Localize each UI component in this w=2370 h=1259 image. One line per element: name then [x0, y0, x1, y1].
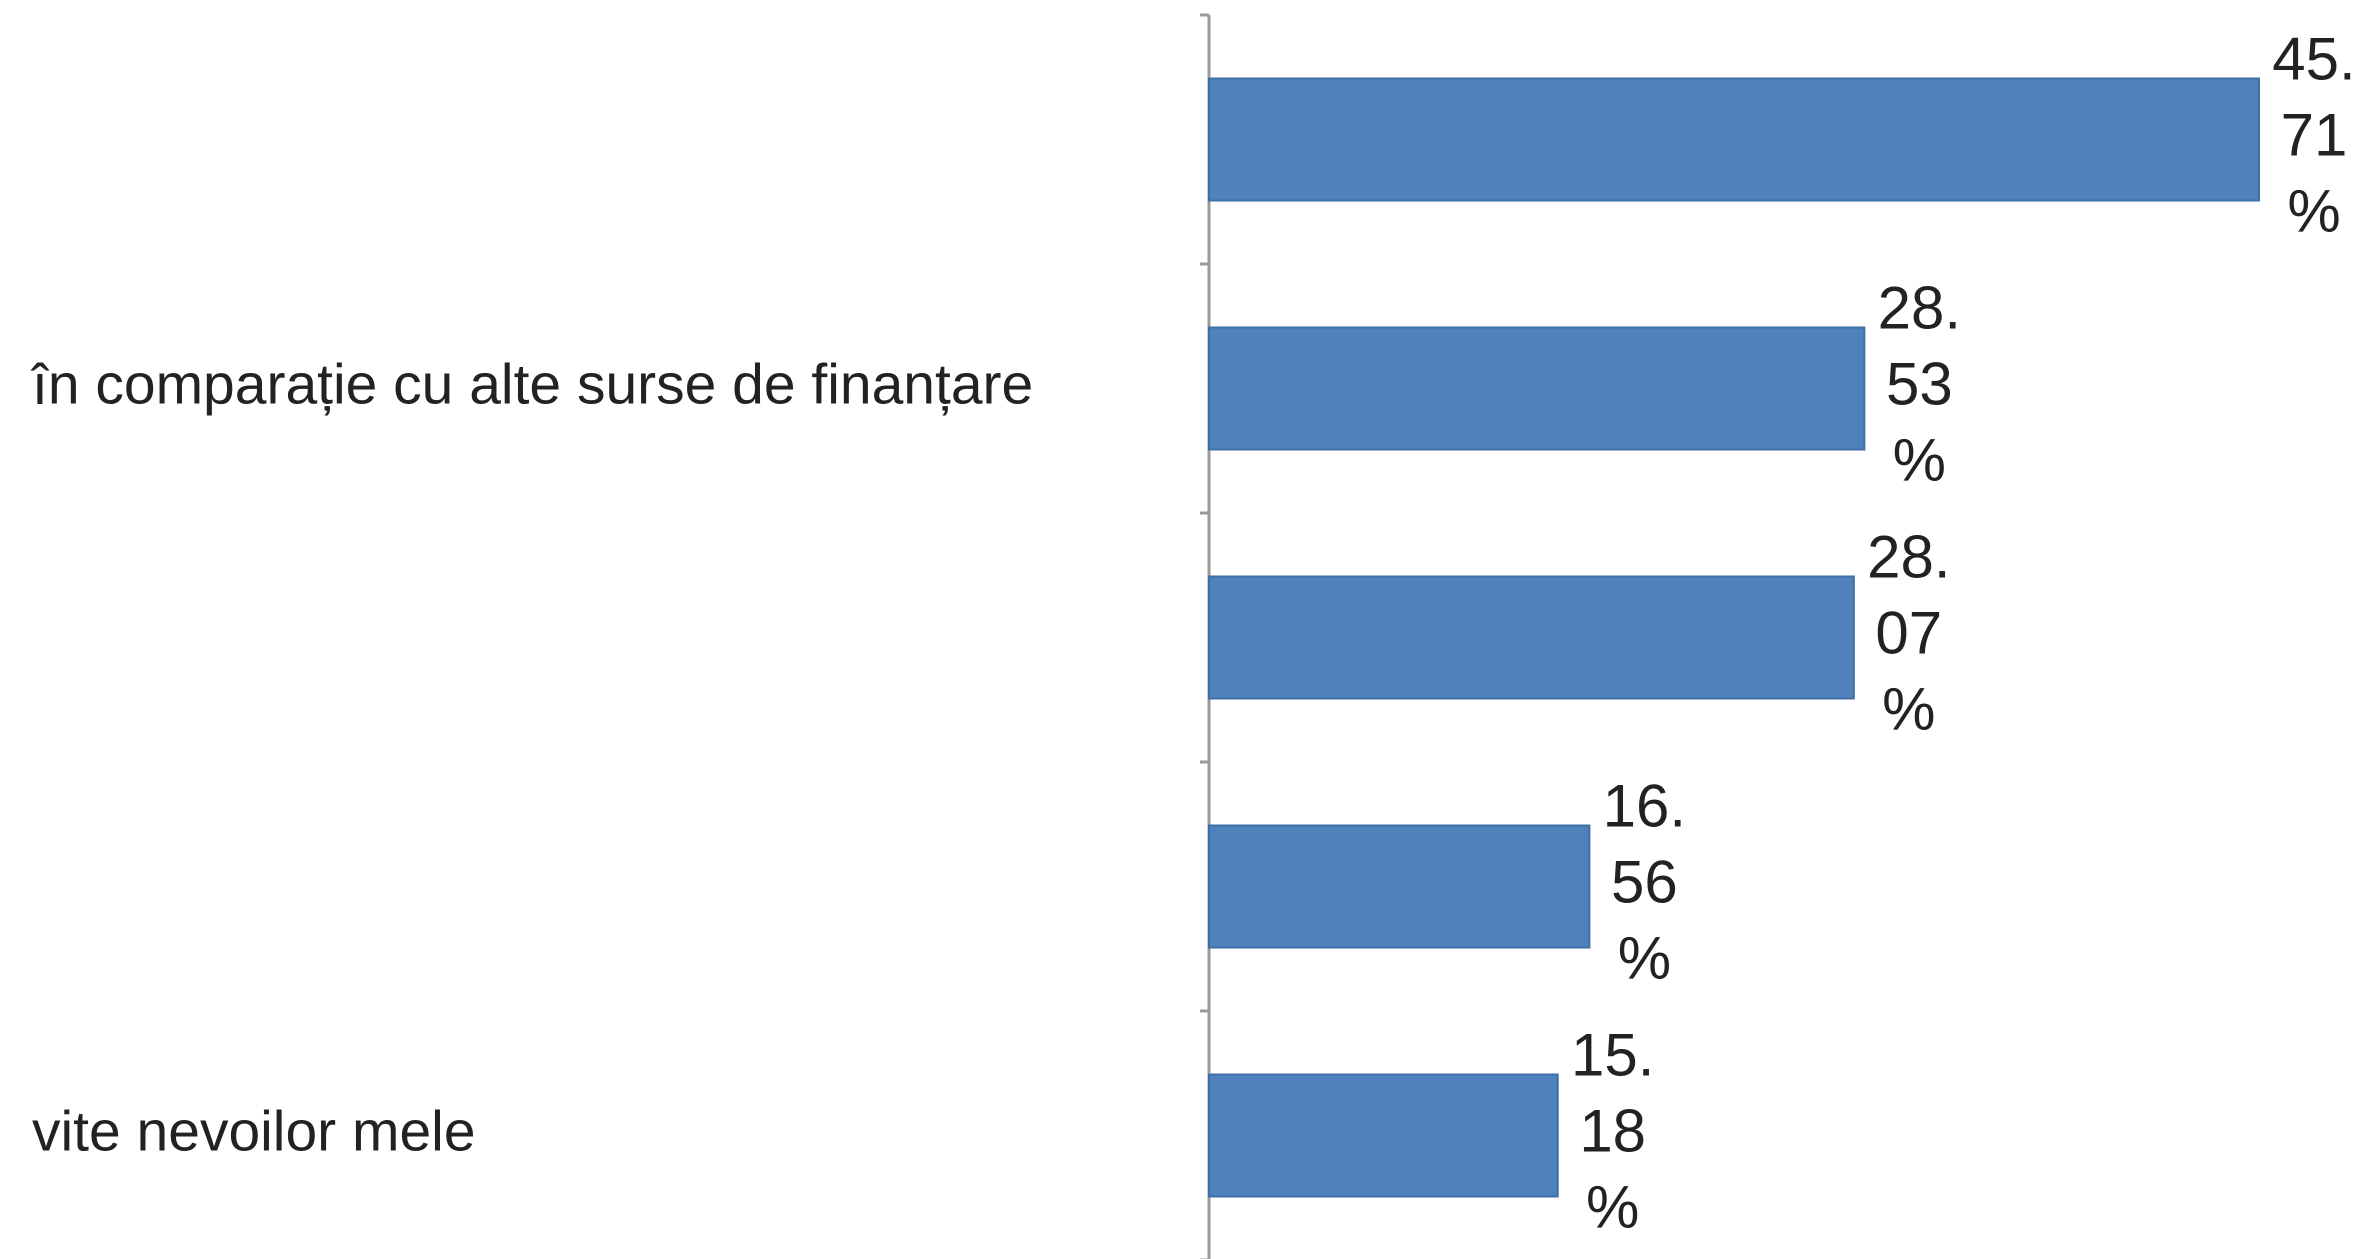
- data-label: 45. 71%: [2272, 25, 2355, 244]
- y-tick-label: vite nevoilor mele: [32, 1100, 476, 1164]
- bar: [1208, 1073, 1559, 1198]
- y-tick-label: în comparație cu alte surse de finanțare: [30, 353, 1033, 417]
- data-label: 16. 56%: [1603, 772, 1686, 991]
- bar: [1208, 575, 1855, 700]
- bar: [1208, 824, 1591, 949]
- bar: [1208, 77, 2260, 202]
- data-label: 28. 07%: [1867, 523, 1950, 742]
- bar: [1208, 326, 1866, 451]
- data-label: 28. 53%: [1878, 274, 1961, 493]
- data-label: 15. 18%: [1571, 1021, 1654, 1240]
